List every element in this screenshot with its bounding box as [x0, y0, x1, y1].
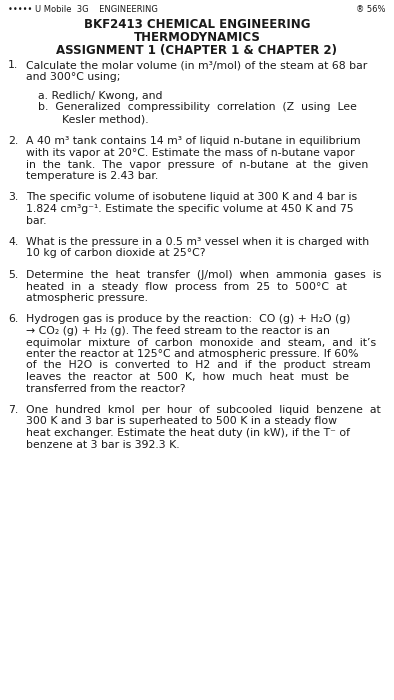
Text: Kesler method).: Kesler method). — [48, 114, 149, 124]
Text: of  the  H2O  is  converted  to  H2  and  if  the  product  stream: of the H2O is converted to H2 and if the… — [26, 360, 371, 370]
Text: Hydrogen gas is produce by the reaction:  CO (g) + H₂O (g): Hydrogen gas is produce by the reaction:… — [26, 314, 351, 325]
Text: and 300°C using;: and 300°C using; — [26, 71, 121, 81]
Text: with its vapor at 20°C. Estimate the mass of n-butane vapor: with its vapor at 20°C. Estimate the mas… — [26, 148, 355, 158]
Text: 7.: 7. — [8, 405, 18, 415]
Text: 10 kg of carbon dioxide at 25°C?: 10 kg of carbon dioxide at 25°C? — [26, 248, 206, 258]
Text: in  the  tank.  The  vapor  pressure  of  n-butane  at  the  given: in the tank. The vapor pressure of n-but… — [26, 160, 368, 169]
Text: ® 56%: ® 56% — [357, 5, 386, 14]
Text: b.  Generalized  compressibility  correlation  (Z  using  Lee: b. Generalized compressibility correlati… — [38, 102, 357, 113]
Text: A 40 m³ tank contains 14 m³ of liquid n-butane in equilibrium: A 40 m³ tank contains 14 m³ of liquid n-… — [26, 136, 361, 146]
Text: 6.: 6. — [8, 314, 18, 325]
Text: What is the pressure in a 0.5 m³ vessel when it is charged with: What is the pressure in a 0.5 m³ vessel … — [26, 237, 369, 247]
Text: equimolar  mixture  of  carbon  monoxide  and  steam,  and  it’s: equimolar mixture of carbon monoxide and… — [26, 337, 376, 347]
Text: temperature is 2.43 bar.: temperature is 2.43 bar. — [26, 171, 158, 181]
Text: a. Redlich/ Kwong, and: a. Redlich/ Kwong, and — [38, 91, 162, 101]
Text: bar.: bar. — [26, 216, 46, 225]
Text: 2.: 2. — [8, 136, 18, 146]
Text: → CO₂ (g) + H₂ (g). The feed stream to the reactor is an: → CO₂ (g) + H₂ (g). The feed stream to t… — [26, 326, 330, 336]
Text: heated  in  a  steady  flow  process  from  25  to  500°C  at: heated in a steady flow process from 25 … — [26, 281, 347, 291]
Text: transferred from the reactor?: transferred from the reactor? — [26, 384, 186, 393]
Text: Determine  the  heat  transfer  (J/mol)  when  ammonia  gases  is: Determine the heat transfer (J/mol) when… — [26, 270, 381, 280]
Text: 3.: 3. — [8, 193, 18, 202]
Text: 1.824 cm³g⁻¹. Estimate the specific volume at 450 K and 75: 1.824 cm³g⁻¹. Estimate the specific volu… — [26, 204, 354, 214]
Text: THERMODYNAMICS: THERMODYNAMICS — [134, 31, 260, 44]
Text: The specific volume of isobutene liquid at 300 K and 4 bar is: The specific volume of isobutene liquid … — [26, 193, 357, 202]
Text: Calculate the molar volume (in m³/mol) of the steam at 68 bar: Calculate the molar volume (in m³/mol) o… — [26, 60, 367, 70]
Text: benzene at 3 bar is 392.3 K.: benzene at 3 bar is 392.3 K. — [26, 440, 180, 449]
Text: One  hundred  kmol  per  hour  of  subcooled  liquid  benzene  at: One hundred kmol per hour of subcooled l… — [26, 405, 381, 415]
Text: 1.: 1. — [8, 60, 18, 70]
Text: 5.: 5. — [8, 270, 18, 280]
Text: ASSIGNMENT 1 (CHAPTER 1 & CHAPTER 2): ASSIGNMENT 1 (CHAPTER 1 & CHAPTER 2) — [56, 44, 338, 57]
Text: heat exchanger. Estimate the heat duty (in kW), if the T⁻ of: heat exchanger. Estimate the heat duty (… — [26, 428, 350, 438]
Text: enter the reactor at 125°C and atmospheric pressure. If 60%: enter the reactor at 125°C and atmospher… — [26, 349, 359, 359]
Text: 4.: 4. — [8, 237, 18, 247]
Text: atmospheric pressure.: atmospheric pressure. — [26, 293, 148, 303]
Text: BKF2413 CHEMICAL ENGINEERING: BKF2413 CHEMICAL ENGINEERING — [84, 18, 310, 31]
Text: leaves  the  reactor  at  500  K,  how  much  heat  must  be: leaves the reactor at 500 K, how much he… — [26, 372, 349, 382]
Text: 300 K and 3 bar is superheated to 500 K in a steady flow: 300 K and 3 bar is superheated to 500 K … — [26, 416, 337, 426]
Text: ••••• U Mobile  3G    ENGINEERING: ••••• U Mobile 3G ENGINEERING — [8, 5, 158, 14]
